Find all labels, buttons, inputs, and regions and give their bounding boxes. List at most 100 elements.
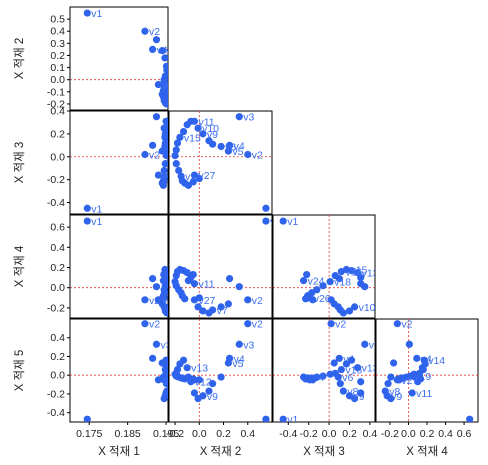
data-point: [235, 340, 243, 348]
point-label: v27: [162, 80, 179, 92]
data-point: [354, 268, 362, 277]
data-point: [217, 142, 225, 151]
y-tick-label: -0.2: [47, 174, 65, 186]
point-label: v3: [369, 339, 380, 351]
y-axis-title: X 적재 3: [13, 142, 26, 184]
point-label: v10: [359, 302, 376, 314]
panel-1-3: v1v2v9v27: [69, 110, 169, 215]
panel-3-5: v1v2v3v4v6v8v9v13v16v24: [272, 318, 380, 423]
point-label: v1: [91, 8, 102, 20]
panel-plot-area: v1v2v4v5v7v27: [70, 8, 179, 108]
x-tick-label: 0.195: [153, 428, 179, 440]
panel-frame: [168, 318, 273, 423]
point-label: v8: [347, 386, 358, 398]
point-label: v15: [350, 265, 367, 277]
panel-1-2: v1v2v4v5v7v27: [69, 6, 179, 111]
data-point: [161, 139, 168, 147]
y-axis-title: X 적재 4: [13, 245, 26, 287]
panel-plot-area: v1v2v3v4v6v8v9v13v16v24: [273, 319, 380, 422]
panel-2-4: v1 v2 v7 v11 v27: [168, 214, 273, 319]
data-point: [466, 415, 474, 422]
panel-4-5: v2v4v8v9v11v14v19v27: [375, 318, 479, 423]
data-point: [149, 45, 157, 54]
data-point: [205, 387, 213, 395]
data-point: [194, 394, 202, 403]
x-tick-label: -0.2: [300, 428, 318, 440]
point-label: v27: [162, 295, 179, 307]
point-label: v26: [314, 293, 331, 305]
data-point: [173, 139, 182, 147]
data-point: [194, 124, 202, 132]
data-point: [384, 380, 392, 388]
point-label: v4: [234, 353, 245, 365]
data-point: [217, 303, 225, 311]
x-tick-label: 0.185: [115, 428, 141, 440]
data-point: [408, 389, 416, 397]
point-label: v11: [198, 279, 214, 291]
point-label: v2: [149, 26, 160, 38]
panel-plot-area: v2v3v9v13v27: [70, 319, 168, 422]
data-point: [183, 121, 191, 129]
data-point: [183, 364, 191, 372]
point-label: v2: [252, 319, 263, 331]
data-point: [357, 389, 365, 397]
data-point: [152, 283, 161, 291]
point-label: v4: [234, 140, 245, 152]
point-label: v24: [167, 276, 184, 288]
data-point: [181, 295, 189, 303]
y-tick-label: 0.4: [50, 26, 65, 38]
data-point: [309, 376, 317, 384]
y-tick-label: 0.2: [50, 128, 65, 140]
data-point: [279, 415, 287, 422]
point-label: v9: [354, 391, 365, 403]
data-point: [262, 415, 270, 422]
data-point: [161, 360, 168, 368]
panel-frame: [69, 110, 169, 215]
x-tick-label: 0.2: [216, 428, 231, 440]
data-point: [160, 82, 168, 90]
data-point: [162, 146, 168, 154]
data-point: [411, 373, 419, 381]
data-point: [354, 364, 362, 372]
y-tick-label: 0.2: [50, 50, 65, 62]
x-axis-title: X 적재 3: [303, 445, 345, 458]
data-point: [331, 271, 339, 280]
data-point: [326, 278, 334, 286]
data-point: [319, 282, 327, 290]
data-point: [179, 128, 188, 136]
point-label: v1: [287, 216, 298, 228]
point-label: v2: [149, 149, 160, 161]
data-point: [342, 360, 351, 368]
y-tick-label: 0.4: [50, 332, 65, 344]
y-tick-label: 0.4: [50, 242, 65, 254]
point-label: v10: [202, 123, 219, 135]
data-point: [83, 9, 91, 17]
data-point: [217, 373, 225, 381]
data-point: [162, 389, 168, 397]
data-point: [171, 152, 179, 160]
data-point: [244, 296, 252, 304]
y-tick-label: 0.2: [50, 262, 65, 274]
data-point: [336, 380, 344, 388]
data-point: [141, 296, 149, 304]
data-point: [152, 340, 161, 348]
point-label: v9: [391, 391, 402, 403]
point-label: v6: [342, 372, 353, 384]
data-point: [194, 303, 202, 311]
point-label: v13: [191, 363, 208, 375]
data-point: [319, 372, 327, 380]
point-label: v1: [91, 216, 102, 228]
point-label: v2: [252, 149, 263, 161]
data-point: [184, 277, 192, 285]
data-point: [224, 147, 232, 155]
data-point: [149, 275, 157, 283]
data-point: [160, 76, 168, 84]
panel-plot-area: v1v2v9v15v24v27: [70, 216, 184, 317]
data-point: [163, 66, 168, 74]
data-point: [335, 354, 343, 362]
data-point: [244, 320, 252, 328]
x-tick-label: 0.4: [363, 428, 378, 440]
data-point: [326, 370, 334, 378]
